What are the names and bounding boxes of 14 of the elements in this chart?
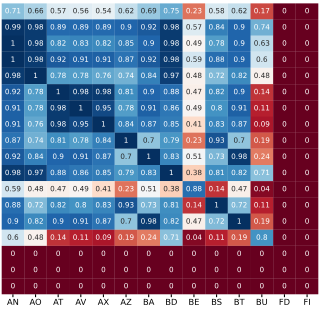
x-tick-label: AZ	[120, 298, 132, 305]
x-tick-label: FI	[304, 298, 310, 305]
x-tick-label: BU	[256, 298, 268, 306]
x-tick-label: AT	[53, 298, 64, 305]
x-tick-label: BE	[189, 298, 199, 305]
x-tick-label: BT	[234, 298, 245, 305]
x-tick-label: BS	[212, 298, 222, 306]
x-tick-label: BD	[166, 298, 177, 305]
x-tick-label: AN	[7, 298, 18, 305]
x-tick-label: BA	[144, 298, 154, 305]
x-tick-label: FD	[280, 298, 290, 305]
x-tick-label: AX	[98, 298, 109, 305]
x-tick-label: AO	[30, 298, 42, 306]
x-tick-label: AV	[75, 298, 86, 305]
